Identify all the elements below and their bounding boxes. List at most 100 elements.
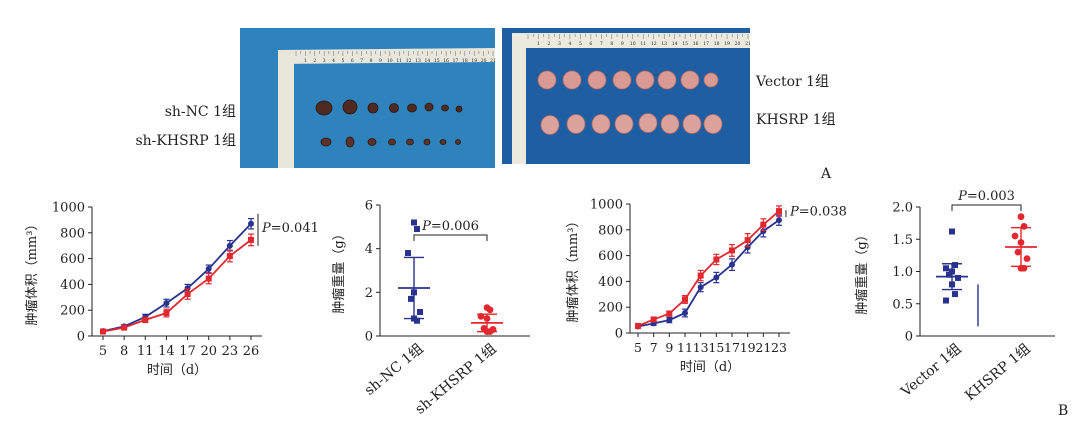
ruler-number: 12 [406,58,412,64]
tumor-sample [315,100,333,116]
tumor-sample [638,113,658,133]
y-tick-label: 200 [60,304,85,319]
tumor-sample [562,70,582,90]
x-category-label: sh-NC 1组 [362,341,427,399]
y-tick-label: 1.5 [892,233,913,248]
x-tick-label: 11 [677,340,693,355]
data-point [205,275,212,282]
x-tick-label: 26 [243,344,260,359]
y-tick-label: 1000 [590,198,623,213]
ruler-number: 19 [471,58,477,64]
ruler-number: 2 [548,41,551,47]
data-point [776,208,782,215]
p-label: P [421,219,431,234]
p-label: P [789,205,799,220]
x-tick-label: 9 [665,340,673,355]
ruler-number: 15 [434,58,440,64]
ruler-number: 21 [490,58,496,64]
tumor-sample [423,138,431,146]
chart-tumor-volume-sh: 0 200 400 600 800 1000 肿瘤体积（mm³） 5 8 11 14 17 20 23 26… [24,201,319,379]
tumor-sample [388,138,396,146]
tumor-sample [424,102,434,112]
ruler-number: 7 [360,58,363,64]
tumor-sample [635,70,655,90]
y-tick-label: 200 [598,301,623,316]
y-axis-label: 肿瘤重量（g） [854,228,870,314]
tumor-sample [389,103,399,113]
x-axis-label: 时间（d） [147,363,207,378]
data-point [414,226,420,233]
ruler-number: 10 [630,41,636,47]
data-point [1014,248,1022,256]
photo-right-tumors [537,70,723,135]
ruler-number: 17 [453,58,459,64]
ruler-number: 8 [370,58,373,64]
photo-left-ruler-ticks: 1 2 3 4 5 6 7 8 9 10 11 12 13 14 15 16 17 18 19 20 21 [295,51,496,64]
photo-right-background [502,28,750,164]
ruler-number: 9 [379,58,382,64]
ruler-number: 5 [579,41,582,47]
data-point [955,274,961,281]
x-tick-label: 5 [634,340,642,355]
x-tick-label: 15 [708,340,724,355]
data-point [414,317,420,324]
p-value: =0.003 [967,189,1015,204]
tumor-sample [537,70,557,90]
tumor-sample [367,138,377,146]
p-value-annotation: P=0.041 [261,221,319,236]
tumor-sample [657,70,677,90]
tumor-sample [703,72,719,88]
ruler-number: 10 [387,58,393,64]
photo-left-label-1: sh-NC 1组 [165,104,236,120]
x-category-label: Vector 1组 [898,341,965,401]
ruler-number: 8 [610,41,613,47]
x-tick-label: 8 [120,344,128,359]
x-tick-label: 17 [179,344,196,359]
data-point [163,310,170,317]
ruler-number: 20 [735,41,741,47]
ruler-number: 6 [589,41,592,47]
data-point [744,237,751,244]
p-value: =0.038 [799,205,847,220]
tumor-sample [320,137,332,147]
x-tick-label: 17 [724,340,740,355]
data-point [417,308,423,315]
tumor-sample [455,105,463,113]
x-tick-label: 23 [222,344,239,359]
data-point [666,317,673,324]
photo-left-ruler-vertical [278,50,294,168]
tumor-sample [566,114,586,134]
tumor-sample [439,139,447,145]
ruler-number: 13 [661,41,667,47]
data-point [1017,213,1025,221]
y-tick-label: 800 [60,226,85,241]
tumor-sample [660,114,680,134]
tumor-sample [591,114,611,134]
tumor-sample [407,103,417,113]
y-tick-label: 1000 [52,201,85,216]
tumor-sample [680,70,700,90]
data-point [744,244,751,251]
data-point [635,322,641,329]
ruler-number: 18 [462,58,468,64]
ruler-number: 6 [351,58,354,64]
photo-right-label-2: KHSRP 1组 [756,112,836,128]
p-value-annotation: P=0.038 [789,205,847,220]
data-point [163,300,170,307]
ruler-number: 7 [600,41,603,47]
photo-left-ruler-horizontal [278,48,495,64]
ruler-number: 14 [424,58,430,64]
ruler-number: 17 [703,41,709,47]
x-tick-label: 13 [693,340,709,355]
data-point [486,306,494,314]
ruler-number: 1 [537,41,540,47]
y-axis-label: 肿瘤体积（mm³） [24,218,40,326]
data-point [952,262,958,269]
p-label: P [261,221,271,236]
data-point [952,291,958,298]
y-tick-label: 0 [77,330,85,345]
data-point [713,274,720,281]
tumor-sample [342,99,358,115]
